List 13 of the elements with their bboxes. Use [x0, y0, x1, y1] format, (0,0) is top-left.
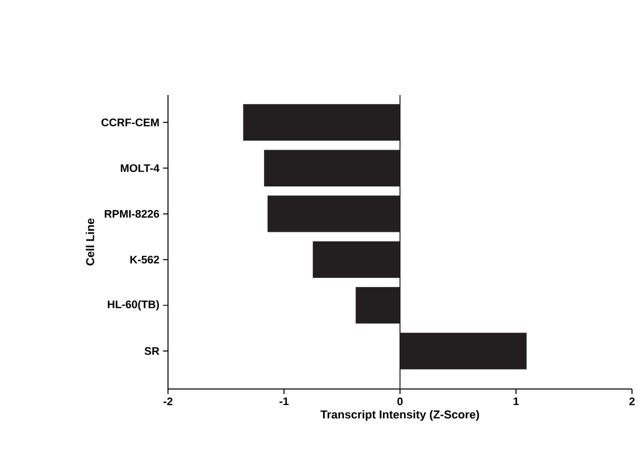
y-tick-label: CCRF-CEM: [102, 118, 159, 126]
x-tick-label: 2: [629, 398, 635, 406]
y-tick-label: HL-60(TB): [108, 300, 159, 310]
y-tick-label: RPMI-8226: [104, 210, 160, 218]
x-tick-label: -1: [280, 398, 289, 406]
y-tick-label: MOLT-4: [120, 164, 160, 172]
x-tick-label: -2: [164, 398, 172, 406]
y-tick-label: K-562: [130, 256, 160, 264]
x-axis-title: Transcript Intensity (Z-Score): [320, 410, 480, 421]
y-tick-label: SR: [144, 347, 160, 355]
y-axis-title: Cell Line: [86, 218, 94, 266]
x-tick-label: 1: [514, 398, 519, 406]
x-tick-label: 0: [397, 398, 403, 406]
